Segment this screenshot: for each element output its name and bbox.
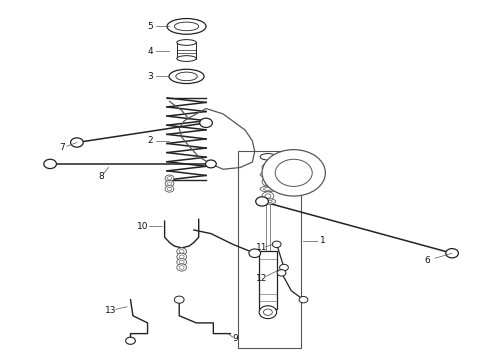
Circle shape — [299, 296, 308, 303]
Circle shape — [205, 160, 216, 168]
Circle shape — [265, 165, 271, 170]
Bar — [238, 152, 301, 348]
Text: 7: 7 — [59, 143, 65, 152]
Circle shape — [262, 192, 274, 201]
Circle shape — [249, 249, 261, 257]
Circle shape — [262, 150, 325, 196]
Circle shape — [179, 255, 184, 258]
Circle shape — [446, 249, 459, 258]
Circle shape — [179, 260, 184, 264]
Circle shape — [165, 180, 174, 187]
Circle shape — [165, 175, 174, 181]
Circle shape — [200, 118, 212, 127]
Ellipse shape — [260, 172, 276, 177]
Circle shape — [125, 337, 135, 344]
Ellipse shape — [260, 199, 276, 204]
Circle shape — [265, 194, 271, 198]
Text: 1: 1 — [320, 236, 326, 245]
Ellipse shape — [264, 200, 272, 203]
Circle shape — [177, 264, 187, 271]
Circle shape — [179, 266, 184, 269]
Circle shape — [264, 309, 272, 315]
Circle shape — [272, 241, 281, 248]
Ellipse shape — [169, 69, 204, 84]
Text: 8: 8 — [98, 172, 104, 181]
Ellipse shape — [260, 186, 276, 192]
Circle shape — [71, 138, 83, 147]
Circle shape — [167, 187, 171, 190]
Ellipse shape — [167, 18, 206, 34]
Ellipse shape — [264, 188, 272, 190]
Ellipse shape — [260, 154, 276, 160]
Text: 6: 6 — [425, 256, 431, 265]
Circle shape — [262, 177, 274, 186]
Circle shape — [256, 197, 269, 206]
Bar — [259, 251, 277, 309]
Circle shape — [174, 296, 184, 303]
Circle shape — [177, 258, 187, 266]
Circle shape — [277, 270, 286, 276]
Ellipse shape — [176, 72, 197, 81]
Circle shape — [275, 159, 312, 186]
Circle shape — [177, 253, 187, 260]
Ellipse shape — [177, 56, 196, 62]
Circle shape — [179, 249, 184, 253]
Text: 5: 5 — [147, 22, 153, 31]
Circle shape — [177, 248, 187, 255]
Circle shape — [165, 186, 174, 192]
Text: 3: 3 — [147, 72, 153, 81]
Circle shape — [265, 180, 271, 184]
Circle shape — [259, 306, 277, 319]
Circle shape — [280, 264, 288, 271]
Text: 4: 4 — [147, 47, 153, 56]
Ellipse shape — [177, 40, 196, 45]
Text: 13: 13 — [105, 306, 117, 315]
Ellipse shape — [264, 173, 272, 176]
Text: 9: 9 — [232, 334, 238, 343]
Circle shape — [167, 182, 171, 185]
Ellipse shape — [174, 22, 199, 31]
Circle shape — [262, 163, 274, 172]
Circle shape — [44, 159, 56, 168]
Text: 12: 12 — [256, 274, 268, 283]
Circle shape — [167, 177, 171, 180]
Text: 11: 11 — [256, 243, 268, 252]
Text: 2: 2 — [147, 136, 153, 145]
Text: 10: 10 — [137, 222, 148, 231]
